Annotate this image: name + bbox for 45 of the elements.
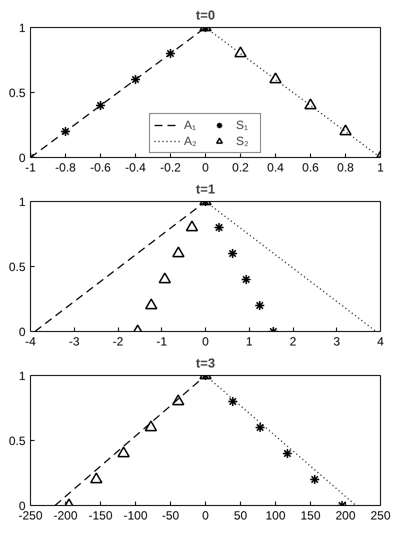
- x-tick-label: 1: [377, 160, 384, 174]
- x-tick-label: 0.6: [302, 160, 320, 174]
- x-tick-label: 250: [370, 508, 391, 522]
- x-tick-label: 0.4: [267, 160, 284, 174]
- y-tick-label: 0.5: [8, 434, 26, 448]
- x-tick-label: -100: [123, 508, 148, 522]
- x-tick-label: -1: [156, 334, 168, 348]
- x-tick-label: 3: [333, 334, 340, 348]
- legend-label: A₁: [184, 118, 198, 132]
- x-tick-label: 0.8: [337, 160, 354, 174]
- x-tick-label: 2: [290, 334, 297, 348]
- x-tick-label: -0.6: [90, 160, 112, 174]
- x-tick-label: 1: [246, 334, 253, 348]
- x-tick-label: -0.4: [125, 160, 146, 174]
- y-tick-label: 0: [18, 325, 26, 339]
- y-tick-label: 1: [18, 195, 26, 209]
- legend-label: A₂: [184, 134, 198, 148]
- x-tick-label: 150: [300, 508, 321, 522]
- x-tick-label: -3: [68, 334, 80, 348]
- x-tick-label: -150: [88, 508, 113, 522]
- x-tick-label: 100: [265, 508, 286, 522]
- x-tick-label: 0: [202, 508, 210, 522]
- y-tick-label: 1: [18, 369, 26, 383]
- x-tick-label: 0.2: [232, 160, 250, 174]
- x-tick-label: 4: [377, 334, 384, 348]
- legend-label: S₂: [236, 134, 250, 148]
- chart-title: t=3: [196, 356, 216, 370]
- x-tick-label: -1: [25, 160, 36, 174]
- chart-title: t=1: [196, 182, 216, 196]
- x-tick-label: 0: [202, 160, 210, 174]
- x-tick-label: 50: [234, 508, 248, 522]
- x-tick-label: -4: [25, 334, 36, 348]
- x-tick-label: -50: [162, 508, 180, 522]
- legend-label: S₁: [236, 118, 250, 132]
- x-tick-label: -0.8: [55, 160, 76, 174]
- y-tick-label: 0: [18, 151, 26, 165]
- chart-title: t=0: [196, 8, 216, 22]
- x-tick-label: -0.2: [160, 160, 182, 174]
- x-tick-label: -200: [53, 508, 78, 522]
- x-tick-label: 0: [202, 334, 210, 348]
- x-tick-label: 200: [335, 508, 356, 522]
- x-tick-label: -2: [112, 334, 124, 348]
- y-tick-label: 0.5: [8, 260, 26, 274]
- y-tick-label: 0.5: [8, 86, 26, 100]
- y-tick-label: 1: [18, 21, 26, 35]
